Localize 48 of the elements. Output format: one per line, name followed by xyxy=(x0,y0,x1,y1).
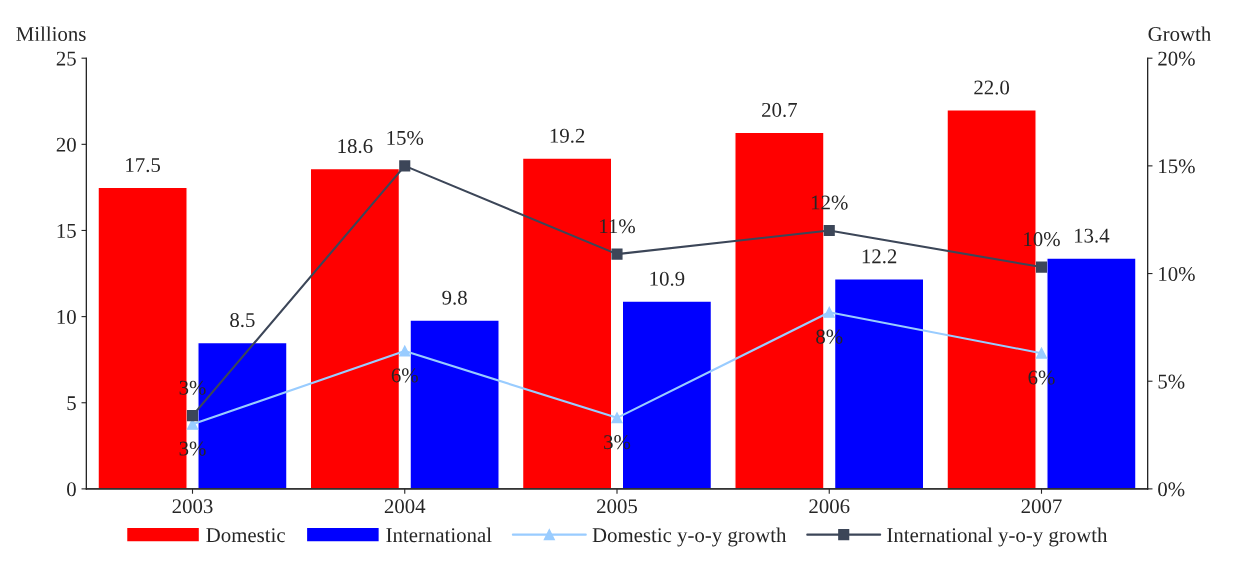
data-label: 3% xyxy=(179,380,206,395)
data-label: 6% xyxy=(391,368,418,383)
point xyxy=(399,345,411,357)
point xyxy=(823,306,835,318)
data-label: 15% xyxy=(387,130,424,146)
point xyxy=(611,412,623,424)
data-label: 6% xyxy=(1028,370,1055,385)
y-tick-label: 5 xyxy=(67,396,76,411)
data-label: 8% xyxy=(816,329,843,344)
legend-label: International xyxy=(386,527,492,543)
y2-tick-label: 5% xyxy=(1158,374,1185,389)
data-label: 22.0 xyxy=(974,80,1010,95)
y2-axis-title: Growth xyxy=(1148,26,1211,42)
point xyxy=(186,410,199,422)
x-tick-label: 2003 xyxy=(172,499,213,514)
x-tick-label: 2006 xyxy=(809,499,850,514)
x-tick-label: 2005 xyxy=(597,499,638,514)
y2-tick-label: 10% xyxy=(1159,266,1195,282)
point xyxy=(1035,347,1048,359)
data-label: 13.4 xyxy=(1074,228,1110,243)
data-label: 19.2 xyxy=(550,128,585,143)
y2-tick-label: 0% xyxy=(1158,482,1185,497)
point xyxy=(611,248,623,260)
data-label: 3% xyxy=(179,441,206,456)
y-tick-label: 20 xyxy=(56,137,76,152)
y-tick-label: 15 xyxy=(57,223,76,238)
y-tick-label: 10 xyxy=(57,309,76,325)
y-axis-title: Millions xyxy=(16,26,86,42)
data-label: 17.5 xyxy=(126,158,161,173)
data-label: 8.5 xyxy=(230,313,255,328)
y2-tick-label: 20% xyxy=(1158,51,1195,66)
point xyxy=(1035,261,1048,273)
x-tick-label: 2007 xyxy=(1021,499,1062,514)
data-label: 3% xyxy=(604,435,631,450)
data-label: 9.8 xyxy=(442,290,467,305)
data-label: 20.7 xyxy=(762,102,797,118)
point xyxy=(399,160,411,172)
data-label: 18.6 xyxy=(338,139,373,154)
data-label: 12.2 xyxy=(862,249,897,264)
y2-tick-label: 15% xyxy=(1159,159,1195,174)
legend-label: Domestic y-o-y growth xyxy=(592,527,787,547)
x-tick-label: 2004 xyxy=(384,499,426,514)
point xyxy=(823,224,835,237)
y-tick-label: 25 xyxy=(56,51,76,66)
y-tick-label: 0 xyxy=(67,482,76,497)
legend-label: International y-o-y growth xyxy=(887,527,1108,547)
legend-label: Domestic xyxy=(206,528,285,543)
data-label: 10.9 xyxy=(650,271,685,286)
